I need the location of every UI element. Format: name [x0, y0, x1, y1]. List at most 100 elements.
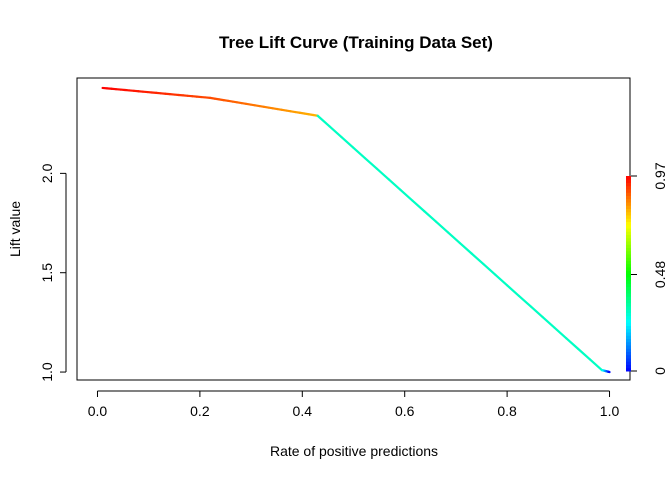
lift-segment	[553, 326, 568, 340]
colorbar-step	[626, 208, 631, 213]
x-tick-label: 0.0	[88, 403, 108, 419]
lift-segment	[387, 178, 402, 192]
colorbar-step	[626, 267, 631, 271]
lift-segment	[328, 125, 343, 139]
colorbar-step	[626, 215, 631, 219]
x-axis-title: Rate of positive predictions	[270, 443, 438, 459]
colorbar-step	[626, 296, 631, 300]
colorbar-tick-label: 0	[652, 367, 668, 375]
lift-segment	[506, 284, 521, 297]
lift-segment	[541, 315, 556, 329]
colorbar-step	[626, 338, 631, 343]
colorbar-step	[626, 218, 631, 222]
y-axis: 1.0 1.5 2.0	[39, 163, 67, 382]
colorbar-step	[626, 354, 631, 359]
colorbar-step	[626, 231, 631, 235]
colorbar-step	[626, 364, 631, 369]
lift-segment	[458, 241, 473, 255]
colorbar-step	[626, 244, 631, 248]
lift-segment	[577, 347, 592, 361]
colorbar-step	[626, 322, 631, 326]
colorbar-step	[626, 286, 631, 291]
colorbar-step	[626, 176, 631, 180]
colorbar-step	[626, 309, 631, 313]
colorbar-tick-label: 0.48	[652, 261, 668, 288]
colorbar-step	[626, 254, 631, 258]
colorbar-step	[626, 250, 631, 255]
lift-segment	[411, 199, 426, 213]
colorbar-step	[626, 361, 631, 365]
colorbar-step	[626, 351, 631, 356]
colorbar-step	[626, 328, 631, 333]
colorbar-step	[626, 247, 631, 252]
lift-segment	[316, 114, 331, 128]
colorbar-step	[626, 195, 631, 200]
lift-segment	[494, 273, 509, 287]
lift-segment	[340, 135, 355, 149]
lift-segment	[517, 294, 532, 308]
colorbar-step	[626, 273, 631, 278]
chart-title: Tree Lift Curve (Training Data Set)	[219, 33, 493, 52]
colorbar-step	[626, 312, 631, 317]
colorbar-step	[626, 293, 631, 297]
colorbar-step	[626, 348, 631, 352]
colorbar-step	[626, 341, 631, 346]
colorbar-step	[626, 306, 631, 310]
y-tick-label: 2.0	[39, 163, 55, 183]
colorbar-step	[626, 280, 631, 284]
y-axis-title: Lift value	[7, 201, 23, 257]
colorbar-step	[626, 257, 631, 261]
colorbar-step	[626, 224, 631, 229]
colorbar-step	[626, 302, 631, 307]
lift-segment	[588, 358, 603, 372]
lift-segment	[399, 188, 414, 202]
colorbar-step	[626, 237, 631, 242]
lift-segment	[375, 167, 390, 181]
colorbar-step	[626, 289, 631, 294]
colorbar-step	[626, 234, 631, 239]
colorbar-step	[626, 182, 631, 187]
cutoff-colorbar: 0 0.48 0.97	[626, 162, 668, 375]
colorbar-step	[626, 315, 631, 320]
colorbar-step	[626, 179, 631, 183]
x-tick-label: 1.0	[600, 403, 620, 419]
colorbar-step	[626, 276, 631, 281]
y-tick-label: 1.5	[39, 263, 55, 283]
x-tick-label: 0.8	[497, 403, 517, 419]
lift-segment	[352, 146, 367, 160]
lift-segment	[470, 252, 485, 266]
colorbar-step	[626, 185, 631, 190]
lift-segment	[363, 157, 378, 170]
colorbar-step	[626, 319, 631, 323]
colorbar-step	[626, 335, 631, 339]
colorbar-step	[626, 358, 631, 362]
lift-segment	[434, 220, 450, 234]
lift-series	[101, 86, 611, 374]
x-tick-label: 0.2	[190, 403, 210, 419]
colorbar-step	[626, 198, 631, 203]
y-tick-label: 1.0	[39, 362, 55, 382]
lift-segment	[565, 337, 580, 350]
x-tick-label: 0.4	[293, 403, 313, 419]
colorbar-tick-label: 0.97	[652, 162, 668, 189]
colorbar-step	[626, 260, 631, 265]
colorbar-step	[626, 202, 631, 206]
x-tick-label: 0.6	[395, 403, 415, 419]
colorbar-step	[626, 189, 631, 193]
x-axis: 0.0 0.2 0.4 0.6 0.8 1.0	[88, 390, 620, 419]
colorbar-step	[626, 228, 631, 232]
colorbar-step	[626, 367, 631, 372]
lift-segment	[529, 305, 544, 319]
colorbar-step	[626, 299, 631, 304]
colorbar-step	[626, 270, 631, 274]
colorbar-step	[626, 263, 631, 268]
colorbar-step	[626, 205, 631, 209]
colorbar-step	[626, 241, 631, 245]
lift-segment	[482, 263, 497, 276]
colorbar-step	[626, 211, 631, 216]
lift-segment	[423, 210, 438, 223]
colorbar-step	[626, 345, 631, 349]
lift-segment	[446, 231, 461, 245]
colorbar-step	[626, 332, 631, 336]
